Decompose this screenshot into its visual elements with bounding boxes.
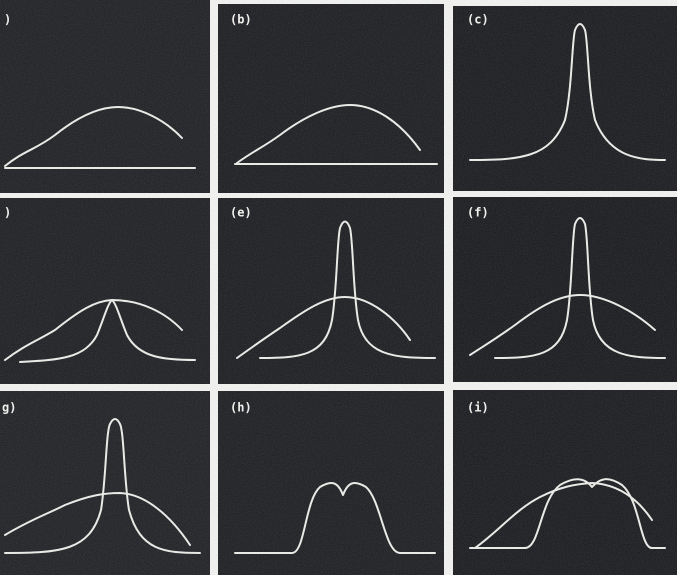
narrow-peak [4, 418, 201, 554]
panel-label: (i) [467, 401, 489, 415]
broad-curve [474, 482, 653, 549]
panel-label: ) [4, 206, 11, 220]
panel-label: ) [4, 13, 11, 27]
panel-label: g) [2, 401, 16, 415]
panel-label: (f) [467, 206, 489, 220]
broad-curve [236, 296, 411, 359]
broad-curve [4, 299, 183, 361]
narrow-peak [494, 217, 666, 359]
flat-hump [469, 478, 666, 549]
panel-label: (c) [467, 13, 489, 27]
broad-curve [236, 104, 421, 164]
panel-label: (h) [230, 401, 252, 415]
narrow-peak [19, 299, 196, 363]
broad-curve [4, 106, 183, 167]
traces [4, 23, 666, 554]
broad-curve [4, 492, 191, 546]
flat-hump [234, 482, 436, 554]
panel-label: (b) [230, 13, 252, 27]
panel-label: (e) [230, 206, 252, 220]
labels: ) (b) (c) ) (e) (f) g) (h) (i) [2, 13, 489, 415]
narrow-peak [469, 23, 666, 161]
narrow-peak [259, 220, 436, 359]
broad-curve [469, 294, 656, 356]
